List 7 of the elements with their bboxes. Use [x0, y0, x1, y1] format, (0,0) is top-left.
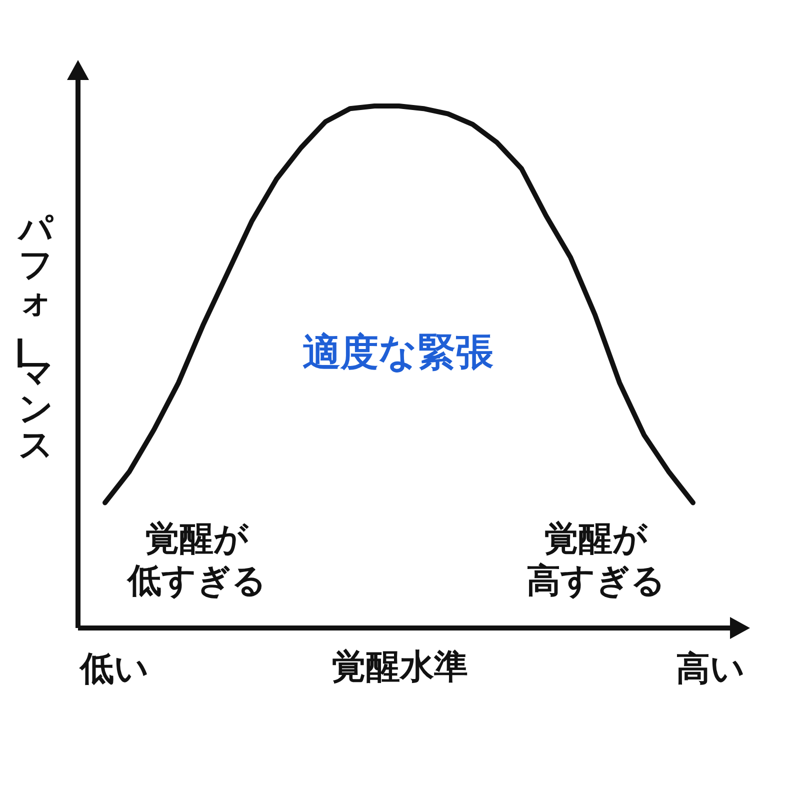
y-axis-title: パフォーマンス [0, 209, 54, 465]
annotation: 覚醒が低すぎる [126, 519, 266, 601]
text: 高い [676, 649, 745, 689]
x-axis-title: 覚醒水準 [332, 647, 468, 687]
text: 低い [78, 649, 149, 689]
annotation: 適度な緊張 [302, 330, 494, 374]
annotation: 覚醒が高すぎる [526, 519, 666, 601]
